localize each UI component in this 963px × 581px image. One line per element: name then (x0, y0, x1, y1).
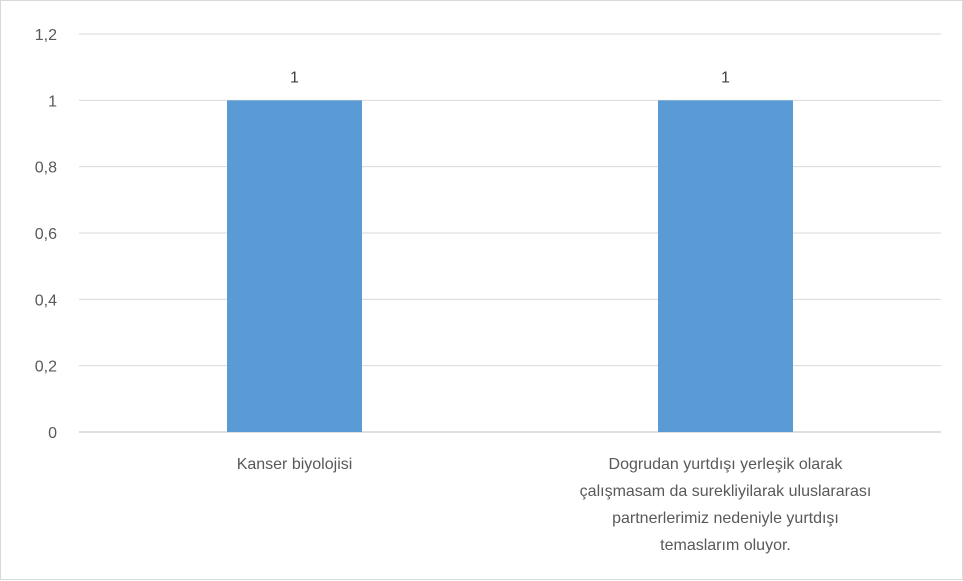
data-label: 1 (290, 69, 299, 86)
y-tick-label: 1 (48, 93, 57, 110)
bar (227, 100, 362, 432)
y-tick-label: 1,2 (35, 27, 57, 44)
y-tick-label: 0,6 (35, 226, 57, 243)
data-label: 1 (721, 69, 730, 86)
category-label: Kanser biyolojisi (237, 456, 353, 473)
y-tick-label: 0,8 (35, 160, 57, 177)
category-label: Dogrudan yurtdışı yerleşik olarak (609, 456, 844, 473)
y-tick-label: 0 (48, 425, 57, 442)
y-tick-label: 0,2 (35, 359, 57, 376)
category-label: temaslarım oluyor. (660, 537, 791, 554)
category-label: çalışmasam da surekliyilarak uluslararas… (580, 483, 872, 500)
bar (658, 100, 793, 432)
y-tick-label: 0,4 (35, 292, 57, 309)
category-label: partnerlerimiz nedeniyle yurtdışı (612, 510, 839, 527)
